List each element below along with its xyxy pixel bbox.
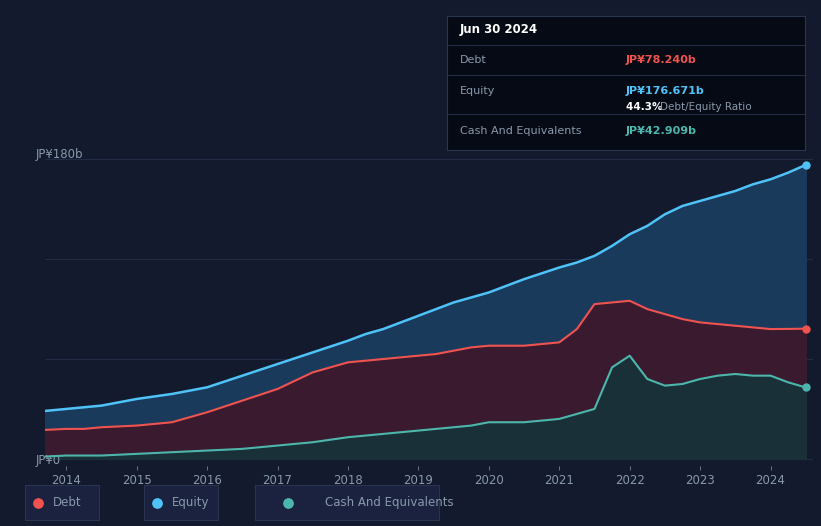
Point [799,325,812,333]
Text: Equity: Equity [460,86,495,96]
Text: Debt: Debt [53,496,81,509]
Text: JP¥180b: JP¥180b [36,148,84,160]
Text: Jun 30 2024: Jun 30 2024 [460,23,538,36]
Text: Debt/Equity Ratio: Debt/Equity Ratio [660,102,751,112]
Text: Cash And Equivalents: Cash And Equivalents [325,496,453,509]
Text: JP¥78.240b: JP¥78.240b [626,55,697,65]
Point [281,499,295,507]
Text: JP¥42.909b: JP¥42.909b [626,126,697,136]
Text: JP¥176.671b: JP¥176.671b [626,86,704,96]
Text: JP¥0: JP¥0 [36,454,61,467]
Text: Debt: Debt [460,55,487,65]
Text: Equity: Equity [172,496,209,509]
Text: 44.3%: 44.3% [626,102,666,112]
Point [31,499,44,507]
Point [799,160,812,169]
Point [799,383,812,392]
Point [150,499,163,507]
Text: Cash And Equivalents: Cash And Equivalents [460,126,581,136]
